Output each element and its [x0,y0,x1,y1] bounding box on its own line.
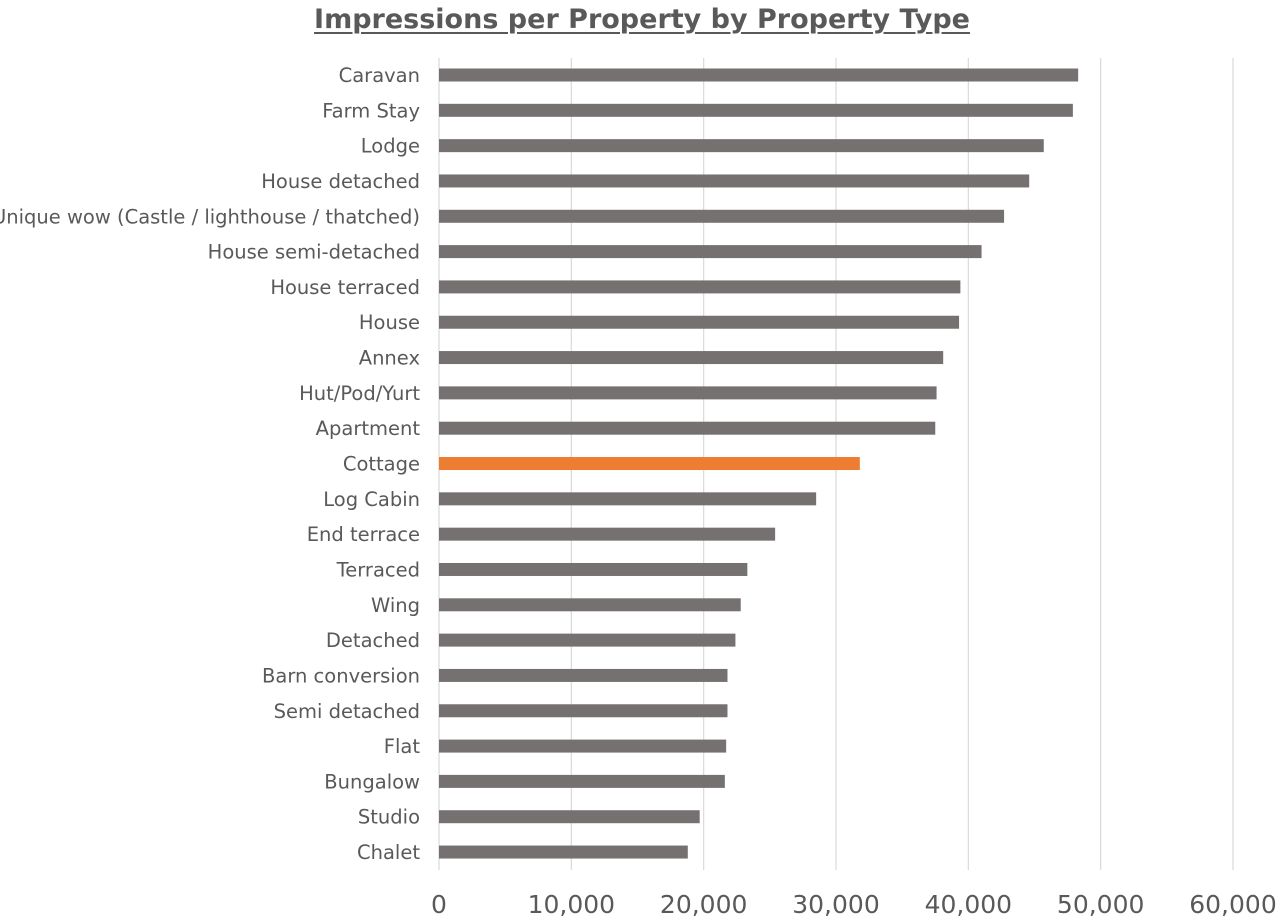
category-label: Flat [384,735,421,758]
bar [439,845,688,859]
category-label: Hut/Pod/Yurt [299,382,420,405]
bar [439,668,728,682]
category-label: Farm Stay [322,99,420,122]
x-tick-label: 60,000 [1189,890,1276,919]
bar [439,527,776,541]
bar [439,492,817,506]
category-label: Studio [358,806,420,829]
bar [439,68,1079,82]
category-label: Semi detached [274,700,420,723]
x-tick-label: 0 [431,890,447,919]
category-label: Unique wow (Castle / lighthouse / thatch… [0,205,420,228]
bar [439,810,700,824]
x-tick-label: 40,000 [925,890,1012,919]
bar [439,139,1044,153]
category-label: Lodge [361,135,420,158]
x-tick-label: 20,000 [660,890,747,919]
x-tick-label: 10,000 [528,890,615,919]
bar [439,351,944,365]
category-label: Bungalow [324,770,420,793]
bar [439,562,748,576]
category-label: Log Cabin [323,488,420,511]
chart-title: Impressions per Property by Property Typ… [314,4,970,35]
bar [439,598,741,612]
category-label: Barn conversion [262,664,420,687]
category-label: House detached [261,170,420,193]
bar [439,174,1030,188]
category-label: Wing [371,594,420,617]
category-label: House semi-detached [208,241,420,264]
bar [439,633,736,647]
bar [439,280,961,294]
category-label: House terraced [270,276,420,299]
bar [439,245,982,259]
x-tick-label: 30,000 [792,890,879,919]
category-label: Terraced [336,558,420,581]
category-label: Detached [326,629,420,652]
category-label: Cottage [343,453,420,476]
bar [439,774,725,788]
category-label: Caravan [339,64,420,87]
bar [439,315,960,329]
category-label: Chalet [357,841,420,864]
x-tick-label: 50,000 [1057,890,1144,919]
bar [439,386,937,400]
bar [439,103,1073,117]
bar [439,457,860,471]
category-label: End terrace [307,523,420,546]
bar [439,704,728,718]
bar [439,421,936,435]
category-label: Annex [359,347,420,370]
bar [439,739,727,753]
bar [439,209,1005,223]
category-label: Apartment [316,417,421,440]
category-label: House [359,311,420,334]
